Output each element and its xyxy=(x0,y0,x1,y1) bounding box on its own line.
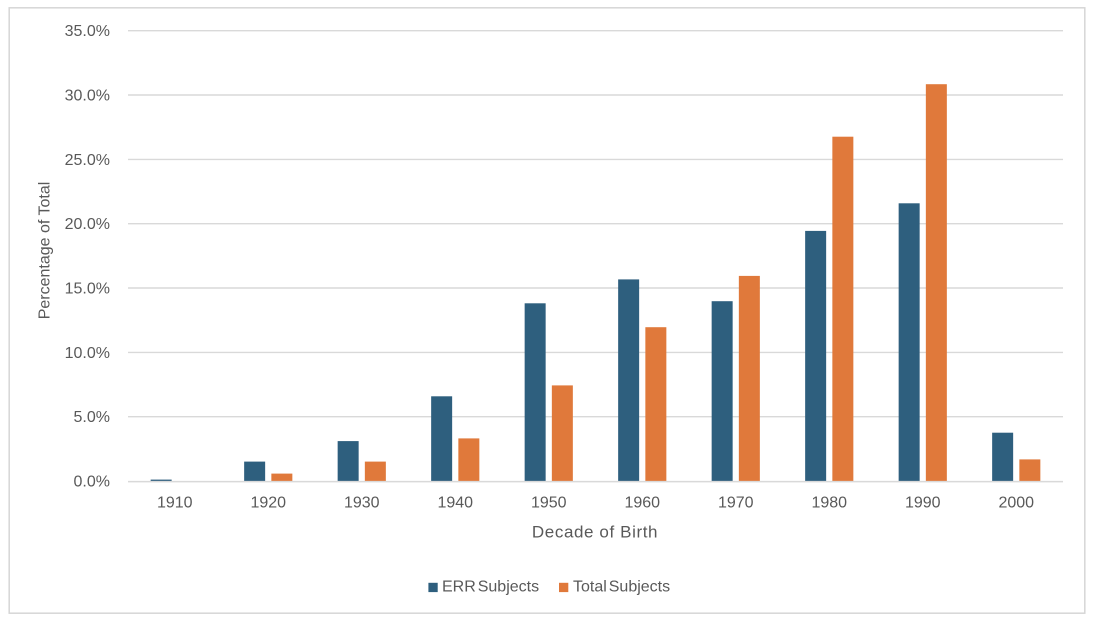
svg-text:1910: 1910 xyxy=(157,495,193,512)
svg-text:Percentage of Total: Percentage of Total xyxy=(37,182,54,320)
svg-text:1950: 1950 xyxy=(531,495,567,512)
svg-text:30.0%: 30.0% xyxy=(65,88,110,105)
svg-text:1940: 1940 xyxy=(437,495,473,512)
svg-text:1960: 1960 xyxy=(624,495,660,512)
svg-text:35.0%: 35.0% xyxy=(65,23,110,40)
svg-text:ERR Subjects: ERR Subjects xyxy=(442,579,539,596)
svg-text:1990: 1990 xyxy=(905,495,941,512)
svg-text:20.0%: 20.0% xyxy=(65,216,110,233)
svg-text:2000: 2000 xyxy=(998,495,1034,512)
svg-text:Decade of Birth: Decade of Birth xyxy=(532,523,658,542)
svg-text:Total Subjects: Total Subjects xyxy=(573,579,670,596)
svg-text:1930: 1930 xyxy=(344,495,380,512)
svg-text:10.0%: 10.0% xyxy=(65,345,110,362)
svg-text:15.0%: 15.0% xyxy=(65,281,110,298)
svg-text:25.0%: 25.0% xyxy=(65,152,110,169)
svg-text:1920: 1920 xyxy=(250,495,286,512)
svg-text:5.0%: 5.0% xyxy=(74,409,110,426)
svg-text:1980: 1980 xyxy=(811,495,847,512)
svg-text:1970: 1970 xyxy=(718,495,754,512)
svg-text:0.0%: 0.0% xyxy=(74,474,110,491)
